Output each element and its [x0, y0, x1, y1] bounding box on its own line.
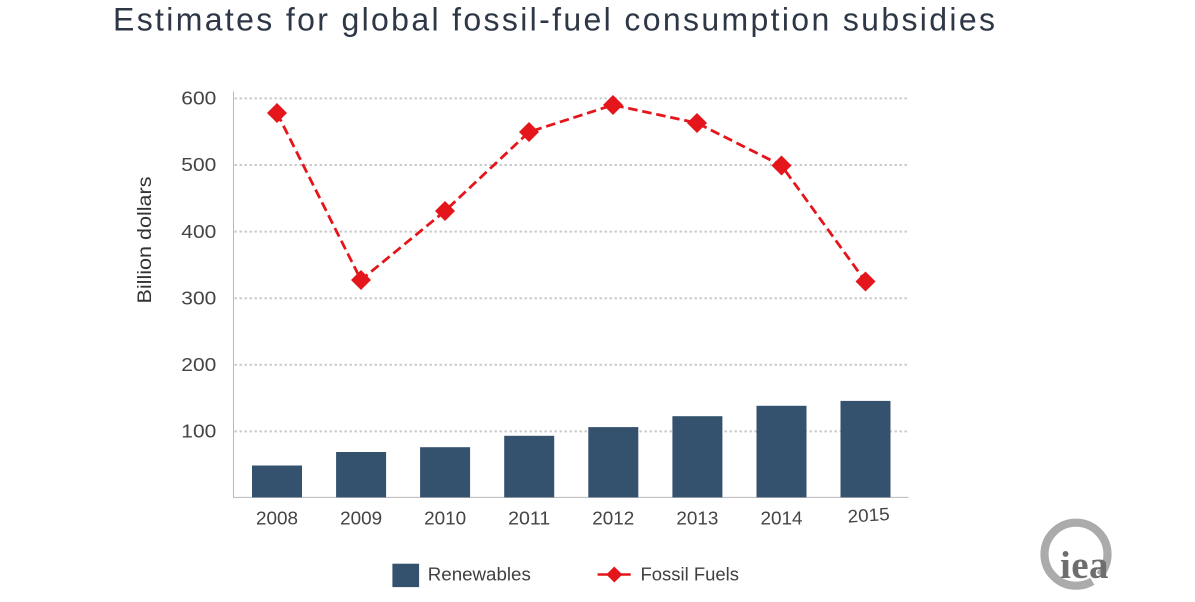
svg-text:400: 400 [181, 222, 216, 242]
svg-text:2011: 2011 [508, 509, 550, 529]
svg-text:600: 600 [181, 89, 216, 109]
svg-text:Fossil Fuels: Fossil Fuels [641, 565, 740, 585]
svg-text:Billion dollars: Billion dollars [135, 177, 156, 304]
svg-text:2013: 2013 [676, 509, 718, 529]
svg-text:2014: 2014 [761, 509, 803, 529]
svg-text:2010: 2010 [424, 509, 466, 529]
svg-text:300: 300 [181, 288, 216, 308]
svg-text:2008: 2008 [256, 509, 298, 529]
svg-text:100: 100 [181, 422, 216, 442]
svg-text:iea: iea [1060, 544, 1109, 587]
svg-text:2012: 2012 [592, 509, 634, 529]
svg-text:200: 200 [181, 355, 216, 375]
svg-text:Estimates for global fossil-fu: Estimates for global fossil-fuel consump… [113, 1, 995, 37]
svg-text:Renewables: Renewables [428, 565, 531, 585]
svg-text:500: 500 [181, 155, 216, 175]
svg-text:2015: 2015 [847, 504, 890, 527]
svg-text:2009: 2009 [340, 509, 382, 529]
